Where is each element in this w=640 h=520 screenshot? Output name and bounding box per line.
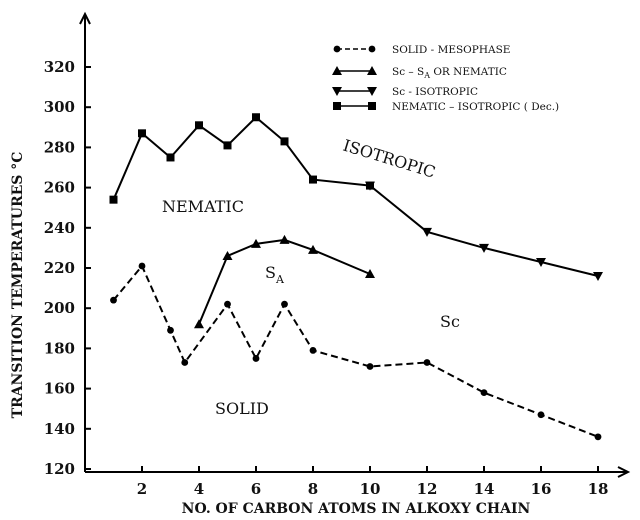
- data-point: [138, 129, 146, 138]
- y-tick-label: 240: [44, 219, 75, 237]
- axes: 120 140 160 180 200 220 240 260 280 300 320 2 4 6 8 10 1…: [10, 11, 631, 517]
- legend-marker: [333, 102, 341, 110]
- legend-label: SOLID - MESOPHASE: [392, 44, 510, 56]
- legend-marker: [332, 66, 342, 75]
- data-point: [594, 433, 602, 441]
- data-point: [252, 355, 260, 362]
- data-point: [308, 244, 318, 254]
- solid-region-label: SOLID: [215, 399, 269, 418]
- data-point: [279, 234, 290, 244]
- legend: SOLID - MESOPHASE Sc – SA OR NEMATIC Sc - …: [332, 44, 559, 113]
- y-tick-label: 220: [44, 259, 75, 277]
- nematic-region-label: NEMATIC: [162, 197, 244, 216]
- data-point: [422, 227, 432, 237]
- data-point: [167, 326, 174, 334]
- legend-item: Sc - ISOTROPIC: [332, 86, 478, 98]
- data-point: [166, 153, 175, 162]
- x-tick-label: 16: [531, 480, 552, 498]
- legend-label: Sc – SA OR NEMATIC: [392, 66, 507, 80]
- y-tick-label: 300: [44, 98, 75, 116]
- series-line: [112, 115, 371, 201]
- data-point: [309, 175, 317, 184]
- y-tick-label: 160: [44, 380, 75, 398]
- x-tick-label: 12: [417, 480, 438, 498]
- legend-label-part: OR NEMATIC: [430, 66, 507, 78]
- data-point: [280, 137, 289, 146]
- smectic-a-main: S: [265, 263, 276, 282]
- y-axis-title: TRANSITION TEMPERATURES °C: [10, 152, 26, 419]
- x-tick-label: 18: [588, 480, 609, 498]
- data-point: [195, 121, 203, 130]
- data-point: [593, 272, 603, 282]
- x-tick-label: 4: [194, 480, 204, 498]
- series-line: [369, 184, 599, 277]
- data-point: [252, 113, 260, 122]
- legend-marker: [367, 66, 377, 75]
- y-tick-label: 200: [44, 299, 75, 317]
- data-point: [479, 243, 489, 253]
- smectic-a-region-label: SA: [265, 263, 285, 286]
- y-tick-label: 260: [44, 179, 75, 197]
- x-tick-label: 8: [308, 480, 318, 498]
- data-point: [281, 300, 288, 308]
- data-point: [181, 359, 189, 366]
- legend-label: Sc - ISOTROPIC: [392, 86, 478, 98]
- data-point: [309, 347, 317, 354]
- data-point: [366, 181, 374, 190]
- legend-marker: [333, 45, 341, 53]
- series-2: [194, 234, 375, 329]
- series-line: [112, 264, 599, 438]
- data-point: [222, 250, 233, 260]
- data-point: [194, 319, 204, 329]
- series-4: [109, 113, 374, 204]
- x-tick-label: 10: [360, 480, 381, 498]
- x-axis-title: NO. OF CARBON ATOMS IN ALKOXY CHAIN: [182, 501, 531, 517]
- legend-item: Sc – SA OR NEMATIC: [332, 66, 507, 80]
- isotropic-region-label: ISOTROPIC: [341, 136, 438, 182]
- x-tick-label: 14: [474, 480, 495, 498]
- legend-label-part: Sc – S: [392, 66, 424, 78]
- data-point: [537, 411, 545, 419]
- x-axis-arrow: [617, 466, 631, 478]
- legend-label: NEMATIC – ISOTROPIC ( Dec.): [392, 101, 559, 113]
- data-point: [480, 389, 488, 397]
- x-tick-label: 2: [137, 480, 147, 498]
- y-tick-label: 120: [44, 460, 75, 478]
- data-point: [251, 238, 261, 248]
- data-point: [224, 300, 231, 308]
- series-line: [198, 238, 371, 325]
- y-tick-label: 320: [44, 58, 75, 76]
- y-axis-arrow: [79, 11, 91, 25]
- data-point: [138, 262, 146, 270]
- smectic-a-subscript: A: [275, 273, 285, 286]
- data-point: [109, 195, 118, 204]
- series-1: [110, 262, 602, 441]
- data-point: [423, 359, 431, 366]
- series-layer: [109, 113, 603, 441]
- legend-marker: [368, 45, 376, 53]
- smectic-c-region-label: Sc: [440, 312, 460, 331]
- legend-marker: [332, 87, 342, 96]
- data-point: [110, 296, 117, 304]
- y-tick-label: 140: [44, 420, 75, 438]
- y-tick-label: 180: [44, 339, 75, 357]
- legend-label-subscript: A: [423, 71, 430, 80]
- legend-marker: [367, 87, 377, 96]
- data-point: [536, 257, 546, 267]
- data-point: [365, 269, 375, 279]
- legend-item: NEMATIC – ISOTROPIC ( Dec.): [333, 101, 559, 113]
- legend-item: SOLID - MESOPHASE: [333, 44, 510, 56]
- x-tick-label: 6: [251, 480, 261, 498]
- y-tick-label: 280: [44, 138, 75, 156]
- series-3: [365, 181, 603, 282]
- data-point: [223, 141, 232, 150]
- data-point: [366, 363, 374, 370]
- legend-marker: [368, 102, 376, 110]
